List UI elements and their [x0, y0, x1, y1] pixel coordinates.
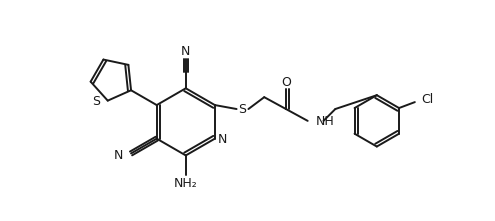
- Text: N: N: [181, 45, 191, 58]
- Text: Cl: Cl: [421, 93, 433, 106]
- Text: O: O: [281, 76, 291, 89]
- Text: NH: NH: [316, 115, 334, 128]
- Text: S: S: [92, 95, 100, 108]
- Text: N: N: [218, 133, 227, 146]
- Text: S: S: [239, 103, 247, 116]
- Text: N: N: [114, 149, 123, 162]
- Text: NH₂: NH₂: [174, 177, 198, 190]
